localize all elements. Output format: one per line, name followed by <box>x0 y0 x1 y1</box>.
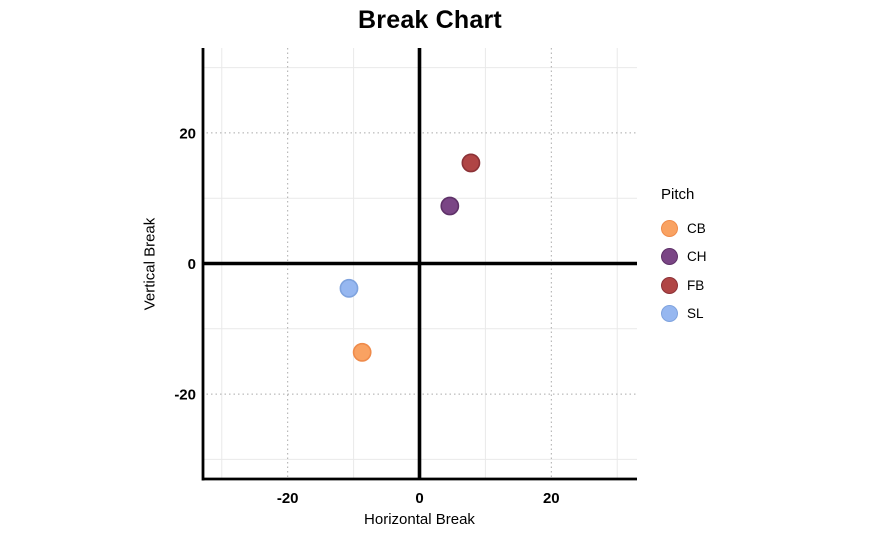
y-tick-label: -20 <box>174 387 196 404</box>
legend-title: Pitch <box>661 186 695 203</box>
legend-label-SL: SL <box>687 306 704 322</box>
y-tick-label: 20 <box>179 125 196 142</box>
legend-items: CB CH FB SL <box>661 214 707 328</box>
legend-swatch-CB <box>661 219 678 237</box>
legend-item-FB: FB <box>661 271 707 300</box>
legend-swatch-FB <box>661 276 678 294</box>
legend-swatch-SL <box>661 305 678 323</box>
data-point-FB <box>461 153 481 173</box>
legend-item-SL: SL <box>661 300 707 329</box>
legend-label-CB: CB <box>687 220 706 236</box>
data-point-CB <box>352 342 372 362</box>
data-point-SL <box>339 278 359 298</box>
legend-item-CH: CH <box>661 243 707 272</box>
legend-label-CH: CH <box>687 249 707 265</box>
legend-item-CB: CB <box>661 214 707 243</box>
x-axis-title: Horizontal Break <box>364 511 475 528</box>
legend-label-FB: FB <box>687 277 705 293</box>
x-tick-label: -20 <box>277 490 299 507</box>
data-point-CH <box>440 196 460 216</box>
x-tick-label: 20 <box>543 490 560 507</box>
legend-swatch-CH <box>661 248 678 266</box>
y-axis-title: Vertical Break <box>141 217 159 311</box>
chart-title: Break Chart <box>358 6 502 34</box>
y-tick-label: 0 <box>188 256 196 273</box>
x-tick-label: 0 <box>415 490 423 507</box>
legend: Pitch CB CH FB SL <box>661 186 707 328</box>
